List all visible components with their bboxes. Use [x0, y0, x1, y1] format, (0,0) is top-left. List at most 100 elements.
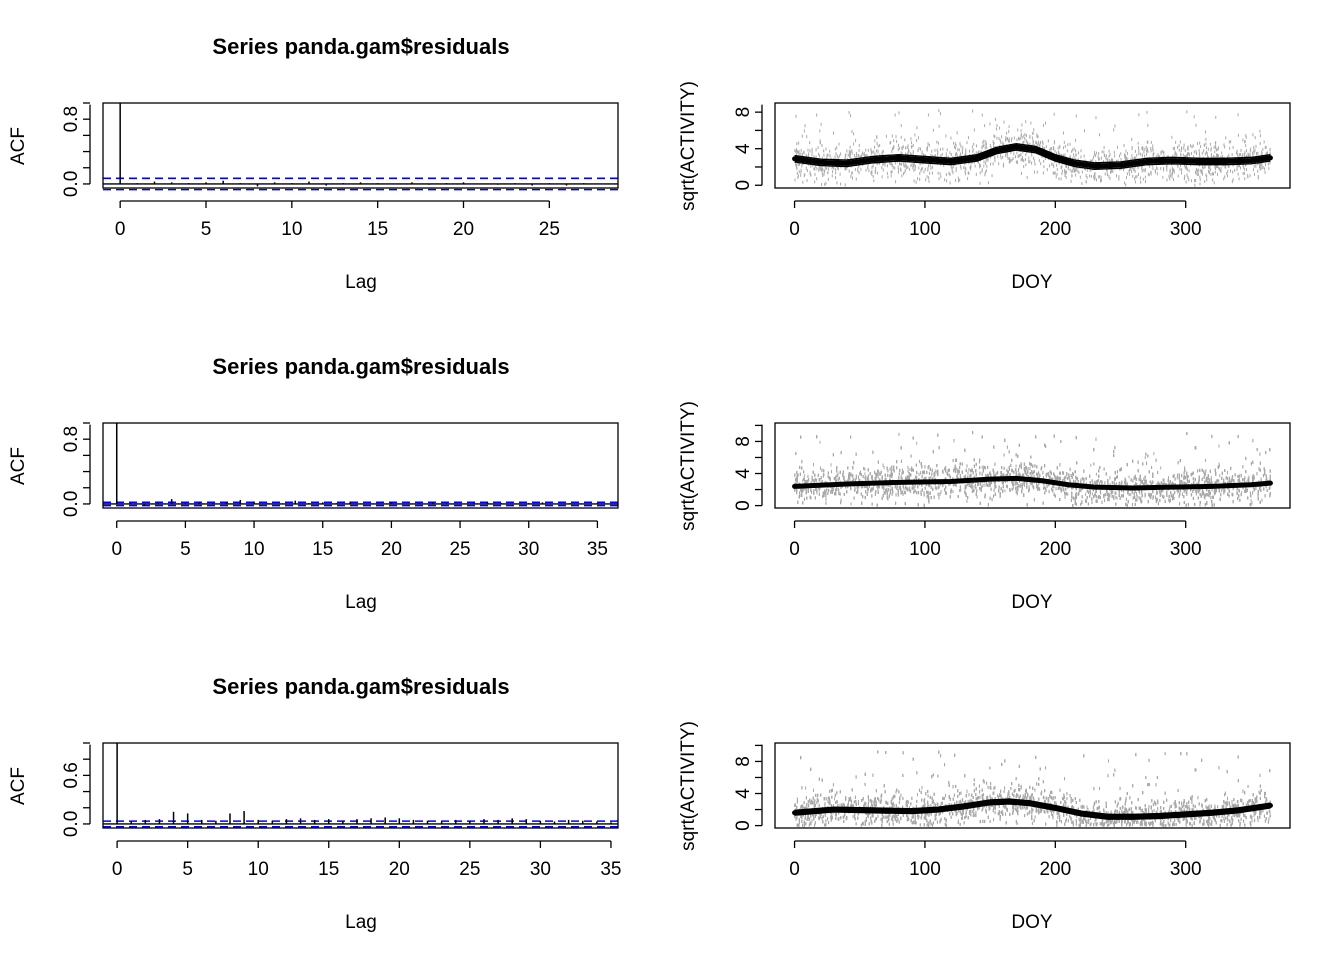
doy-1-point	[1246, 167, 1248, 171]
doy-1-point	[1177, 174, 1179, 178]
doy-1-point	[1006, 137, 1008, 141]
doy-1-point	[1099, 157, 1101, 161]
doy-1-point	[1163, 151, 1165, 155]
doy-1-point	[975, 144, 977, 148]
doy-1-point	[987, 181, 989, 185]
doy-2-point	[995, 485, 997, 489]
doy-1-point	[911, 145, 913, 149]
doy-1-point	[846, 149, 848, 153]
doy-1-point	[920, 147, 922, 151]
doy-1-point	[913, 164, 915, 168]
doy-1-point	[1072, 166, 1074, 170]
doy-1-point	[1239, 152, 1241, 156]
doy-1-point	[949, 151, 951, 155]
doy-1-point	[1009, 159, 1011, 163]
doy-1-point	[800, 152, 802, 156]
doy-2-point	[1095, 472, 1097, 476]
doy-1-point	[886, 171, 888, 175]
doy-1-point	[1255, 164, 1257, 168]
doy-1-point	[1187, 145, 1189, 149]
doy-1-point	[1114, 124, 1116, 128]
doy-1-point	[938, 124, 940, 128]
doy-1-point	[1006, 154, 1008, 158]
doy-1-point	[1256, 152, 1258, 156]
doy-1-point	[1226, 171, 1228, 175]
doy-1-point	[1017, 128, 1019, 132]
doy-1-point	[1060, 166, 1062, 170]
doy-1-point	[1125, 176, 1127, 180]
acf-2-plot: 0 5 10 15 20 25 30 350.00.8	[61, 422, 619, 560]
doy-1-point	[1086, 176, 1088, 180]
doy-1-point	[827, 153, 829, 157]
doy-1-point	[1042, 145, 1044, 149]
doy-1-point	[965, 172, 967, 176]
doy-1-point	[928, 164, 930, 168]
doy-2-point	[1072, 486, 1074, 490]
doy-1-point	[812, 163, 814, 167]
doy-1-point	[1068, 164, 1070, 168]
doy-1-point	[956, 153, 958, 157]
acf-1-x-tick-label: 5	[201, 219, 212, 240]
doy-1-point	[1063, 146, 1065, 150]
doy-1-point	[1147, 149, 1149, 153]
doy-1-point	[1031, 136, 1033, 140]
doy-1-point	[835, 171, 837, 175]
doy-1-point	[1038, 159, 1040, 163]
doy-1-point	[890, 174, 892, 178]
acf-2-x-tick-label: 0	[111, 539, 122, 560]
acf-1-x-tick-label: 25	[539, 219, 560, 240]
doy-1-point	[1151, 164, 1153, 168]
doy-1-point	[1208, 165, 1210, 169]
doy-1-point	[1144, 154, 1146, 158]
doy-1-point	[1124, 155, 1126, 159]
doy-1-point	[1234, 168, 1236, 172]
doy-1-point	[934, 153, 936, 157]
doy-1-point	[1262, 166, 1264, 170]
doy-1-point	[1125, 156, 1127, 160]
doy-1-point	[1125, 183, 1127, 187]
doy-1-point	[1008, 157, 1010, 161]
doy-1-point	[1098, 175, 1100, 179]
doy-1-point	[1033, 170, 1035, 174]
doy-1-point	[892, 147, 894, 151]
doy-1-point	[1171, 135, 1173, 139]
doy-1-point	[1206, 178, 1208, 182]
doy-1-point	[844, 183, 846, 187]
acf-2-xlabel: Lag	[345, 592, 377, 613]
doy-1-point	[1045, 121, 1047, 125]
doy-1-point	[1018, 154, 1020, 158]
doy-1-point	[930, 153, 932, 157]
doy-1-point	[1181, 171, 1183, 175]
doy-1-point	[1064, 170, 1066, 174]
doy-1-point	[1201, 151, 1203, 155]
doy-1-point	[871, 172, 873, 176]
doy-1-point	[931, 171, 933, 175]
doy-2-point	[987, 484, 989, 488]
doy-1-point	[826, 153, 828, 157]
doy-1-point	[914, 164, 916, 168]
doy-1-point	[1217, 153, 1219, 157]
doy-1-point	[1209, 142, 1211, 146]
doy-1-point	[996, 136, 998, 140]
doy-1-point	[919, 177, 921, 181]
doy-1-point	[1236, 151, 1238, 155]
doy-1-point	[1011, 136, 1013, 140]
doy-2-xlabel: DOY	[1011, 592, 1053, 613]
doy-1-point	[1043, 159, 1045, 163]
doy-1-point	[806, 169, 808, 173]
doy-1-point	[1095, 178, 1097, 182]
doy-2-points	[794, 431, 1271, 508]
acf-1-x-tick-label: 0	[115, 219, 126, 240]
doy-1-point	[823, 149, 825, 153]
doy-1-point	[1061, 172, 1063, 176]
doy-1-point	[829, 154, 831, 158]
doy-1-point	[936, 140, 938, 144]
doy-1-point	[1259, 163, 1261, 167]
doy-1-point	[902, 162, 904, 166]
doy-1-point	[1257, 174, 1259, 178]
doy-1-point	[836, 181, 838, 185]
doy-1-point	[1221, 151, 1223, 155]
doy-1-point	[973, 128, 975, 132]
doy-1-point	[1116, 145, 1118, 149]
doy-1-point	[1015, 160, 1017, 164]
